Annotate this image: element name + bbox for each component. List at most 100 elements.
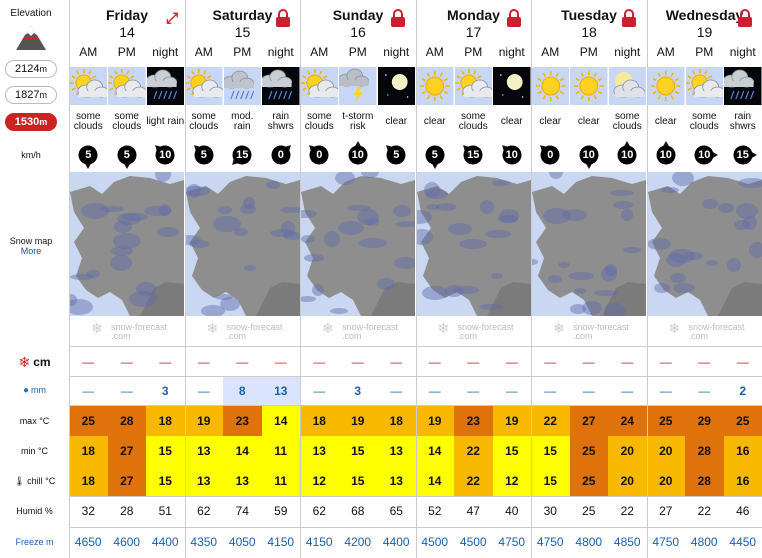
wind-arrow-icon: 15: [724, 140, 762, 170]
snow-map-image[interactable]: [70, 172, 184, 316]
day-header-friday: Friday 14 ⤢: [69, 0, 184, 40]
chill-value: 14: [415, 466, 454, 496]
max-value: 23: [454, 406, 493, 436]
day-date: 18: [581, 24, 597, 40]
day-name: Saturday: [212, 7, 273, 23]
brand-line-1: snow-forecast: [111, 322, 168, 332]
humid-value: 22: [697, 504, 711, 518]
rain-value: —: [582, 384, 595, 398]
rain-unit: mm: [31, 385, 47, 395]
snow-value: —: [467, 355, 480, 369]
elevation-option-2124[interactable]: 2124m: [5, 60, 57, 78]
lock-icon[interactable]: [737, 9, 753, 27]
expand-icon[interactable]: ⤢: [165, 10, 178, 27]
day-name: Sunday: [332, 7, 384, 23]
brand-line-1: snow-forecast: [457, 322, 514, 332]
chill-value: 16: [723, 466, 762, 496]
snowflake-logo-icon: ❄: [322, 320, 334, 336]
snow-value: —: [313, 355, 326, 369]
elevation-unit: m: [39, 117, 48, 127]
weather-phrase: some clouds: [189, 111, 219, 132]
night-rain-icon: [724, 67, 762, 105]
max-temp-row-label: max °C: [19, 416, 50, 426]
day-separator: [300, 0, 301, 558]
rain-value: —: [659, 384, 672, 398]
snow-map-image[interactable]: [185, 172, 300, 316]
day-date: 15: [234, 24, 251, 40]
day-header-tuesday: Tuesday 18: [531, 0, 646, 40]
rain-value: —: [313, 384, 326, 398]
chill-value: 12: [300, 466, 339, 496]
weather-phrase: some clouds: [112, 111, 142, 132]
rain-value: 13: [261, 377, 300, 405]
left-sidebar: Elevation 2124m 1827m 1530m km/h Snow map …: [0, 0, 69, 558]
mountain-icon: [16, 25, 46, 50]
snow-value: —: [82, 355, 95, 369]
rain-value: —: [390, 384, 403, 398]
max-value: 28: [107, 406, 146, 436]
elevation-option-1827[interactable]: 1827m: [5, 86, 57, 104]
chill-value: 18: [69, 466, 108, 496]
period-label: AM: [425, 45, 444, 59]
chill-value: 11: [261, 466, 300, 496]
sun-cloud-icon: [108, 67, 147, 105]
freeze-value: 4750: [652, 535, 680, 549]
min-value: 16: [723, 436, 762, 466]
chill-value: 15: [146, 466, 185, 496]
humid-value: 52: [428, 504, 442, 518]
snow-map-more-link[interactable]: More: [20, 246, 42, 256]
day-name: Monday: [447, 7, 500, 23]
weather-phrase: some clouds: [458, 111, 488, 132]
min-value: 22: [454, 436, 493, 466]
thermometer-icon: 🌡: [13, 475, 26, 486]
lock-icon[interactable]: [390, 9, 406, 27]
min-value: 13: [184, 436, 223, 466]
humid-value: 22: [620, 504, 634, 518]
elevation-value: 1827: [15, 89, 40, 101]
wind-arrow-icon: 0: [262, 140, 301, 170]
sun-icon: [416, 67, 455, 105]
row-separator: [69, 527, 762, 528]
chill-value: 28: [685, 466, 724, 496]
period-label: night: [729, 45, 756, 59]
snow-value: —: [659, 355, 672, 369]
snow-value: —: [120, 355, 133, 369]
period-label: night: [383, 45, 410, 59]
chill-value: 22: [454, 466, 493, 496]
chill-value: 13: [184, 466, 223, 496]
sun-icon: [570, 67, 609, 105]
rain-row-label: ● mm: [0, 376, 69, 404]
snow-unit: cm: [33, 355, 51, 369]
lock-icon[interactable]: [621, 9, 637, 27]
snowflake-logo-icon: ❄: [553, 320, 565, 336]
freeze-value: 4050: [228, 535, 256, 549]
snow-map-image[interactable]: [532, 172, 646, 316]
wind-speed: 10: [505, 149, 518, 161]
freeze-value: 4800: [575, 535, 603, 549]
wind-speed: 5: [123, 149, 130, 161]
lock-icon[interactable]: [506, 9, 522, 27]
snowflake-logo-icon: ❄: [206, 320, 219, 336]
weather-phrase: some clouds: [304, 111, 334, 132]
humid-value: 59: [274, 504, 288, 518]
wind-speed: 5: [85, 149, 92, 161]
wind-speed: 10: [659, 149, 672, 161]
snow-map-image[interactable]: [301, 172, 415, 316]
snow-map-image[interactable]: [416, 172, 531, 316]
snow-value: —: [428, 355, 441, 369]
max-value: 18: [377, 406, 416, 436]
humid-value: 25: [582, 504, 596, 518]
min-value: 27: [107, 436, 146, 466]
max-value: 19: [338, 406, 377, 436]
humid-value: 27: [659, 504, 673, 518]
snow-value: —: [505, 355, 518, 369]
wind-arrow-icon: 5: [185, 140, 224, 170]
elevation-option-1530[interactable]: 1530m: [5, 113, 57, 131]
period-label: AM: [194, 45, 213, 59]
snow-map-image[interactable]: [647, 172, 762, 316]
weather-phrase: some clouds: [73, 111, 103, 132]
brand-line-1: snow-forecast: [226, 322, 283, 332]
lock-icon[interactable]: [275, 9, 291, 27]
brand-line-1: snow-forecast: [688, 322, 745, 332]
weather-phrase: mod. rain: [231, 111, 254, 132]
